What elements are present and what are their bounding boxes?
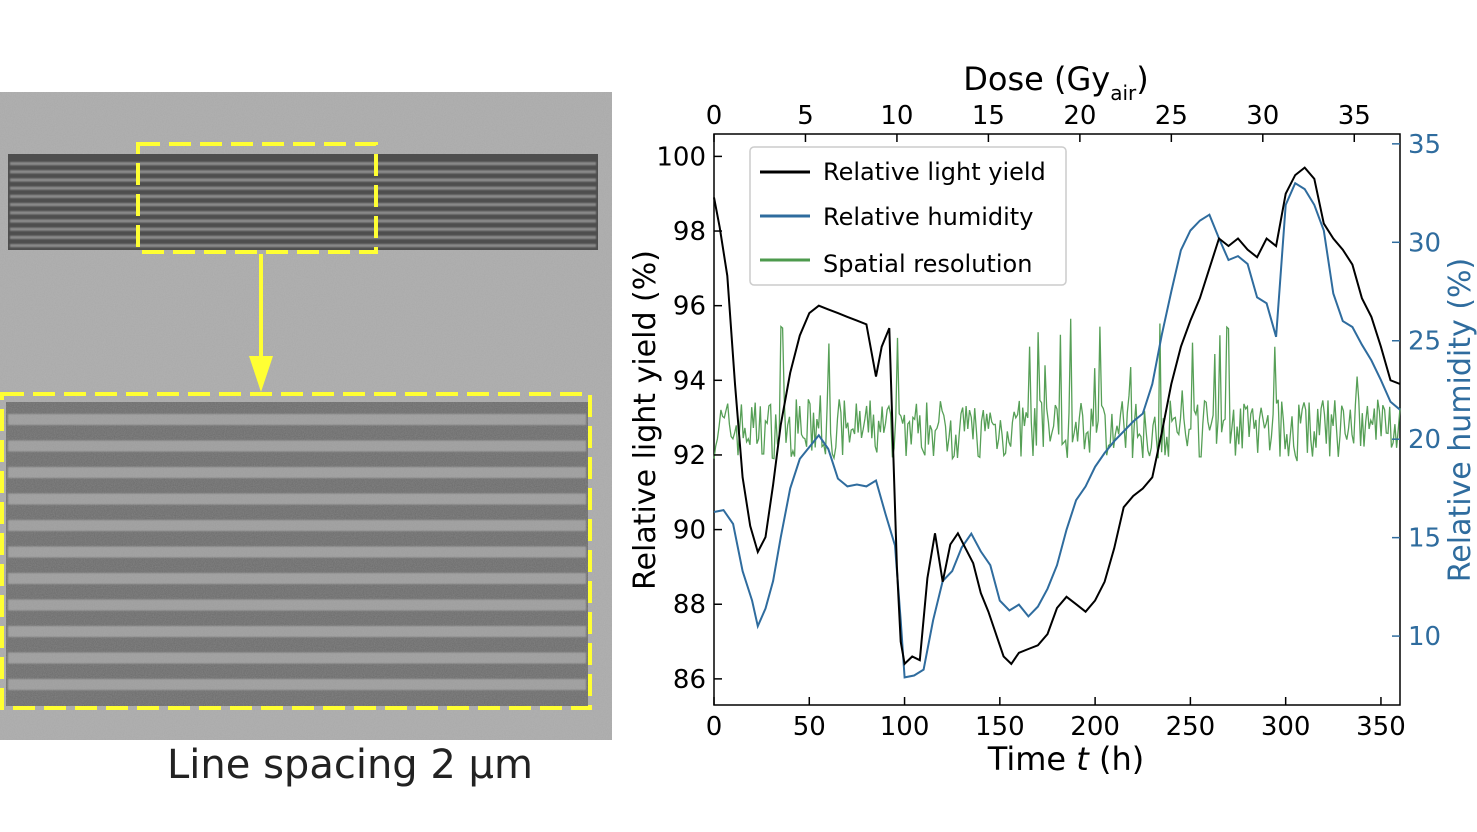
zoomed-grating [6, 402, 588, 706]
x-tick-label: 350 [1356, 712, 1406, 742]
spatial-resolution-trace [713, 318, 1401, 462]
top-tick-label: 35 [1338, 101, 1371, 131]
x-axis-label: Time t (h) [987, 740, 1144, 778]
y-tick-label: 98 [673, 217, 706, 247]
plot-frame [713, 133, 1401, 706]
y2-tick-label: 20 [1408, 425, 1441, 455]
x-tick-label: 0 [706, 712, 723, 742]
y2-tick-label: 30 [1408, 228, 1441, 258]
selection-box [136, 142, 378, 254]
series-relative-humidity [713, 181, 1401, 679]
y-axis-label: Relative light yield (%) [628, 250, 663, 590]
x-tick-label: 200 [1070, 712, 1120, 742]
y2-tick-label: 15 [1408, 524, 1441, 554]
legend-label-humidity: Relative humidity [823, 203, 1033, 231]
top-axis-label: Dose (Gyair) [963, 60, 1149, 105]
top-tick-label: 15 [972, 101, 1005, 131]
x-tick-label: 150 [975, 712, 1025, 742]
y-tick-label: 92 [673, 441, 706, 471]
y2-axis-label: Relative humidity (%) [1443, 258, 1477, 582]
zoom-box [0, 392, 592, 710]
y-tick-label: 100 [656, 142, 706, 172]
series-spatial-resolution [713, 318, 1401, 462]
y-tick-label: 88 [673, 590, 706, 620]
y-tick-label: 94 [673, 366, 706, 396]
legend-label-spatial-resolution: Spatial resolution [823, 250, 1032, 278]
top-tick-label: 20 [1063, 101, 1096, 131]
top-tick-label: 25 [1155, 101, 1188, 131]
series-relative-light-yield [713, 166, 1401, 666]
y-tick-label: 86 [673, 665, 706, 695]
x-tick-label: 300 [1261, 712, 1311, 742]
y2-tick-label: 35 [1408, 130, 1441, 160]
x-tick-label: 50 [793, 712, 826, 742]
zoom-arrow [249, 254, 273, 392]
x-tick-label: 250 [1166, 712, 1216, 742]
top-tick-label: 5 [797, 101, 814, 131]
top-tick-label: 0 [706, 101, 723, 131]
legend-label-light-yield: Relative light yield [823, 158, 1046, 186]
y-tick-label: 96 [673, 292, 706, 322]
y2-tick-label: 10 [1408, 622, 1441, 652]
y2-tick-label: 25 [1408, 327, 1441, 357]
y-tick-label: 90 [673, 516, 706, 546]
x-tick-label: 100 [880, 712, 930, 742]
small-grating [8, 154, 598, 250]
micrograph-caption: Line spacing 2 μm [167, 742, 533, 788]
top-tick-label: 30 [1246, 101, 1279, 131]
sem-micrograph [0, 92, 612, 740]
top-tick-label: 10 [880, 101, 913, 131]
legend: Relative light yield Relative humidity S… [749, 146, 1067, 286]
